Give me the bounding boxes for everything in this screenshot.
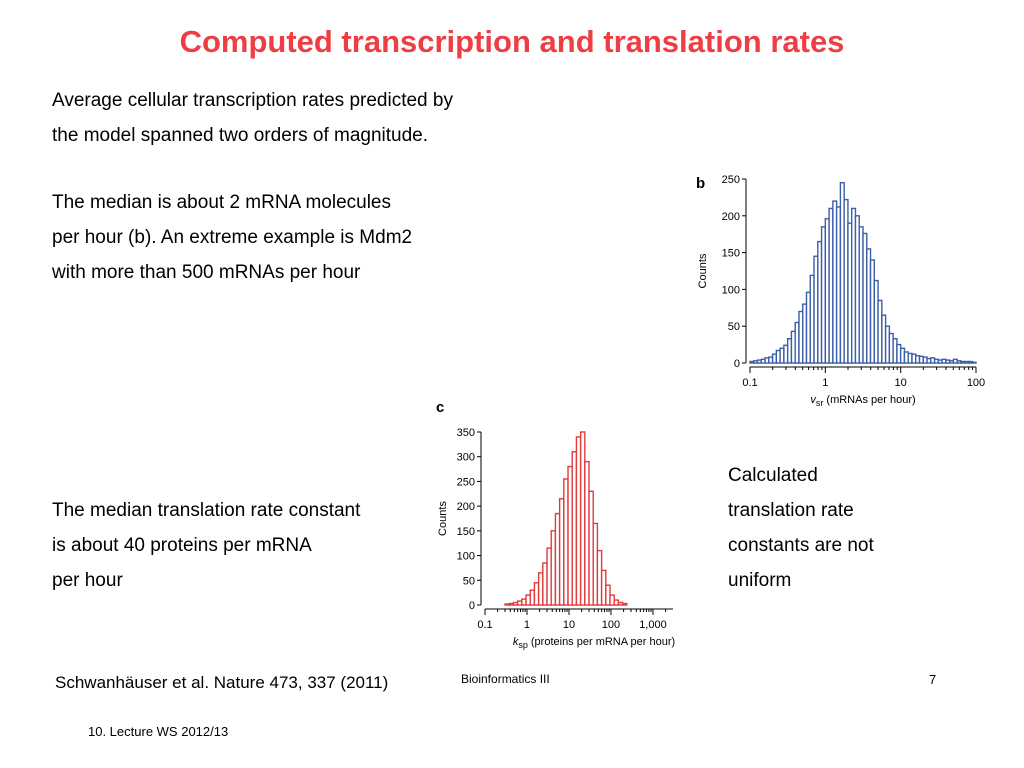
y-tick-label: 350 (457, 427, 475, 439)
text-line: the model spanned two orders of magnitud… (52, 125, 429, 146)
histogram-bar (621, 602, 628, 606)
text-line: Average cellular transcription rates pre… (52, 90, 453, 111)
panel-label: c (436, 399, 444, 416)
text-line: Calculated (728, 465, 818, 486)
x-tick-label: 1 (822, 377, 828, 389)
y-tick-label: 250 (457, 476, 475, 488)
translation-rate-histogram: c 0 50 100 150 200 250 300 350 Counts 0.1 1 10 100 1,0… (436, 399, 675, 650)
y-tick-label: 0 (469, 600, 475, 612)
text-line: uniform (728, 570, 792, 591)
footer-lecture: 10. Lecture WS 2012/13 (88, 724, 229, 739)
y-tick-label: 200 (457, 501, 475, 513)
text-line: per hour (52, 570, 123, 591)
y-tick-label: 50 (728, 321, 740, 333)
y-tick-label: 200 (722, 211, 740, 223)
x-tick-label: 10 (563, 619, 575, 631)
text-line: is about 40 proteins per mRNA (52, 535, 312, 556)
histogram-bar (971, 361, 977, 364)
text-line: The median translation rate constant (52, 500, 361, 521)
x-tick-label: 1 (524, 619, 530, 631)
y-tick-label: 250 (722, 174, 740, 186)
text-line: constants are not (728, 535, 874, 556)
footer-course: Bioinformatics III (461, 672, 550, 686)
text-line: translation rate (728, 500, 854, 521)
x-tick-label: 0.1 (742, 377, 757, 389)
y-tick-label: 300 (457, 452, 475, 464)
transcription-intro-text: Average cellular transcription rates pre… (52, 83, 453, 153)
y-tick-label: 50 (463, 575, 475, 587)
transcription-median-text: The median is about 2 mRNA molecules per… (52, 185, 412, 290)
y-tick-label: 100 (722, 284, 740, 296)
x-axis-label: ksp (proteins per mRNA per hour) (513, 636, 675, 650)
slide-title: Computed transcription and translation r… (179, 24, 845, 59)
translation-uniformity-text: Calculated translation rate constants ar… (728, 458, 874, 598)
text-line: per hour (b). An extreme example is Mdm2 (52, 227, 413, 248)
x-tick-label: 100 (602, 619, 620, 631)
citation: Schwanhäuser et al. Nature 473, 337 (201… (55, 673, 389, 692)
y-tick-label: 0 (734, 358, 740, 370)
text-line: with more than 500 mRNAs per hour (52, 262, 361, 283)
panel-label: b (696, 175, 705, 192)
x-tick-label: 1,000 (639, 619, 667, 631)
x-axis-label: vsr (mRNAs per hour) (810, 394, 915, 408)
y-axis-label: Counts (697, 253, 709, 288)
y-tick-label: 150 (722, 248, 740, 260)
y-tick-label: 100 (457, 551, 475, 563)
x-tick-label: 10 (895, 377, 907, 389)
transcription-rate-histogram: b 0 50 100 150 200 250 Counts 0.1 1 10 100 vsr (mRNA… (696, 174, 985, 408)
translation-median-text: The median translation rate constant is … (52, 493, 360, 598)
text-line: The median is about 2 mRNA molecules (52, 192, 391, 213)
y-axis-label: Counts (437, 501, 449, 536)
x-tick-label: 100 (967, 377, 985, 389)
y-tick-label: 150 (457, 526, 475, 538)
x-tick-label: 0.1 (477, 619, 492, 631)
page-number: 7 (929, 672, 937, 687)
